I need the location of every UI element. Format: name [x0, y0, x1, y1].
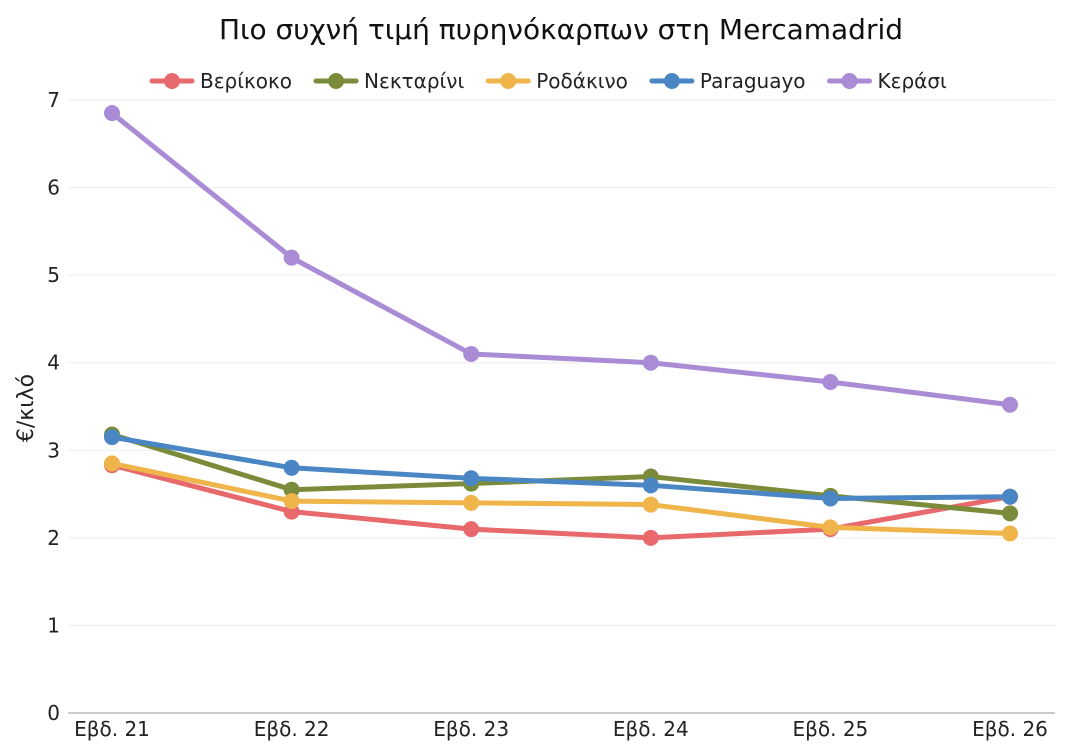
y-tick-label: 1 [47, 613, 60, 637]
y-axis-ticks: 0 1 2 3 4 5 6 7 [47, 88, 60, 725]
legend-swatch-marker [328, 73, 345, 89]
legend-item: Βερίκοκο [149, 69, 292, 93]
y-tick-label: 5 [47, 263, 60, 287]
y-tick-label: 0 [47, 701, 60, 725]
gridlines [68, 99, 1055, 626]
series-lines [104, 105, 1018, 546]
data-point [463, 521, 480, 538]
data-point [642, 529, 659, 546]
legend-label: Βερίκοκο [200, 69, 292, 93]
x-tick-label: Εβδ. 21 [74, 717, 150, 741]
data-point [104, 105, 120, 122]
data-point [463, 470, 480, 487]
x-tick-label: Εβδ. 23 [433, 717, 509, 741]
data-point [104, 429, 120, 446]
legend-item: Νεκταρίνι [313, 69, 464, 93]
legend-label: Νεκταρίνι [364, 69, 464, 93]
legend-swatch-marker [500, 73, 517, 89]
data-point [642, 496, 659, 513]
legend-item: Ροδάκινο [485, 69, 628, 93]
data-point [1002, 488, 1018, 505]
series-group [104, 105, 1018, 413]
legend: Βερίκοκο Νεκταρίνι Ροδάκινο Paraguayo Κεράσι [149, 69, 947, 93]
legend-label: Ροδάκινο [536, 69, 628, 93]
x-axis-ticks: Εβδ. 21 Εβδ. 22 Εβδ. 23 Εβδ. 24 Εβδ. 25 Εβδ. … [74, 717, 1048, 741]
x-tick-label: Εβδ. 24 [613, 717, 689, 741]
data-point [463, 494, 480, 511]
data-point [104, 455, 120, 472]
legend-swatch-marker [663, 73, 680, 89]
series-group [104, 426, 1018, 522]
series-line [109, 110, 1013, 408]
y-axis-label: €/κιλό [14, 374, 39, 442]
y-tick-label: 7 [47, 88, 60, 112]
legend-swatch-marker [841, 73, 858, 89]
y-tick-label: 4 [47, 351, 60, 375]
legend-item: Paraguayo [649, 69, 806, 93]
chart-title: Πιο συχνή τιμή πυρηνόκαρπων στη Mercamad… [219, 13, 903, 46]
series-line [109, 460, 1013, 536]
data-point [283, 249, 300, 266]
data-point [283, 459, 300, 476]
data-point [822, 519, 839, 536]
series-line [109, 434, 1013, 501]
y-tick-label: 3 [47, 438, 60, 462]
data-point [1002, 525, 1018, 542]
data-point [822, 490, 839, 507]
series-group [104, 429, 1018, 507]
data-point [642, 354, 659, 371]
data-point [642, 477, 659, 494]
data-point [463, 345, 480, 362]
data-point [822, 373, 839, 390]
legend-swatch-marker [164, 73, 180, 89]
data-point [283, 493, 300, 510]
x-tick-label: Εβδ. 26 [972, 717, 1048, 741]
x-tick-label: Εβδ. 25 [792, 717, 868, 741]
data-point [283, 481, 300, 498]
series-group [104, 455, 1018, 542]
data-point [1002, 396, 1018, 413]
series-line [109, 462, 1013, 541]
legend-item: Κεράσι [827, 69, 947, 93]
y-tick-label: 2 [47, 526, 60, 550]
legend-label: Paraguayo [700, 69, 806, 93]
x-tick-label: Εβδ. 22 [254, 717, 330, 741]
data-point [1002, 505, 1018, 522]
y-tick-label: 6 [47, 176, 60, 200]
legend-label: Κεράσι [878, 69, 947, 93]
